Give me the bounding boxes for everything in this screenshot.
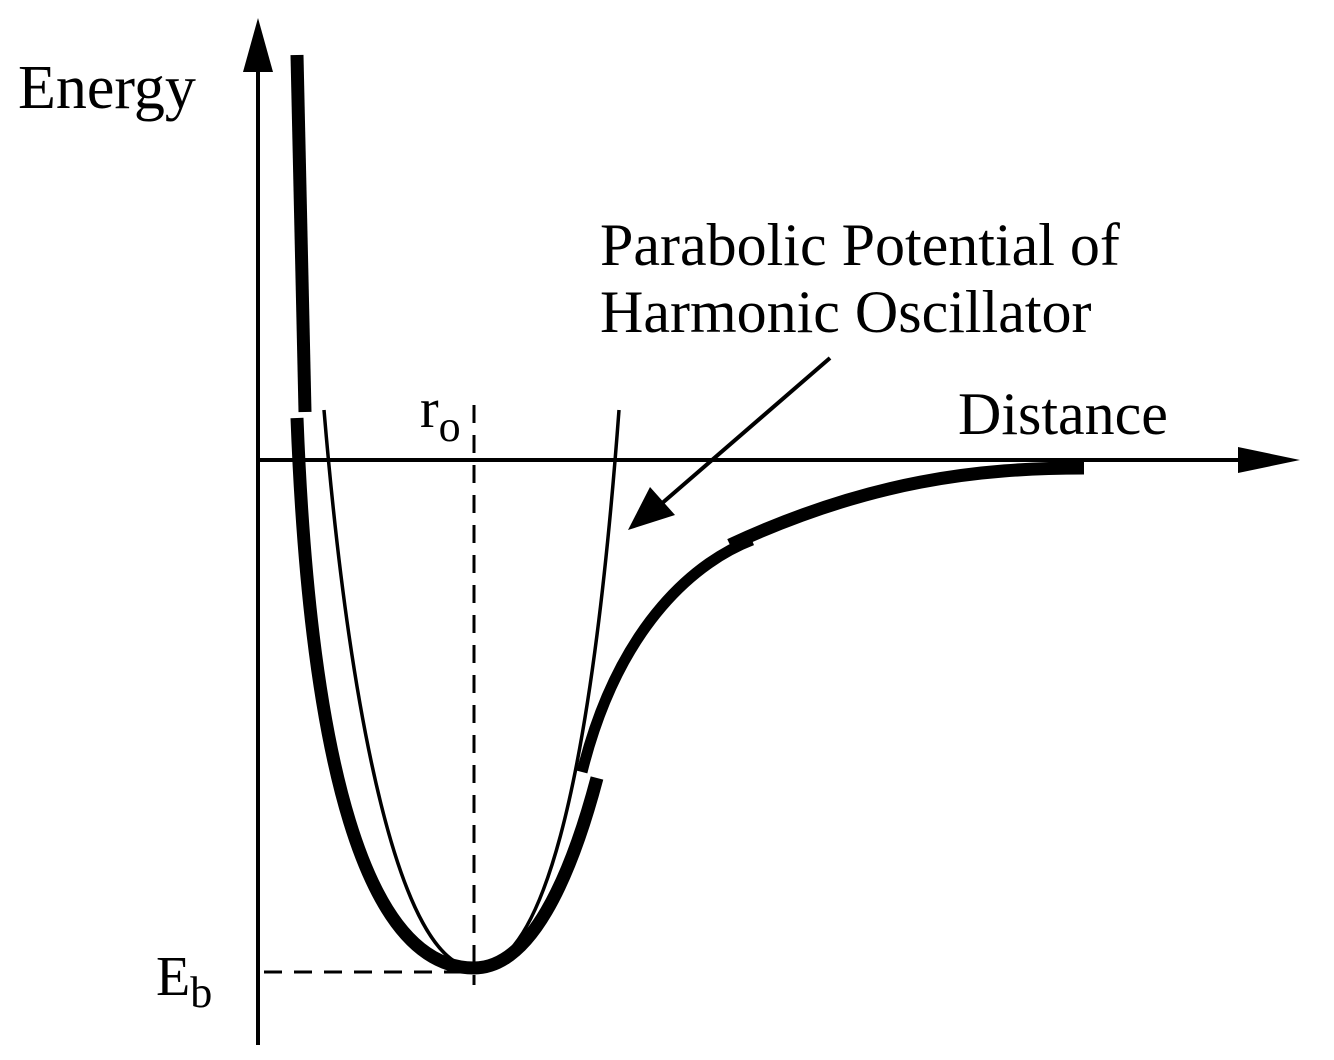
annotation-arrow-line bbox=[658, 356, 832, 507]
annotation-line-1: Parabolic Potential of bbox=[600, 212, 1120, 278]
y-axis-arrowhead bbox=[243, 18, 273, 72]
annotation-line-2: Harmonic Oscillator bbox=[600, 279, 1092, 345]
r0-label: ro bbox=[420, 378, 461, 451]
potential-curve-well bbox=[290, 417, 604, 975]
r0-label-subscript: o bbox=[439, 402, 461, 451]
eb-label: Eb bbox=[156, 946, 212, 1017]
potential-curve-repulsive-wall bbox=[290, 54, 312, 413]
x-axis-arrowhead bbox=[1238, 447, 1300, 473]
y-axis-label: Energy bbox=[18, 54, 196, 122]
potential-curve-attractive-tail bbox=[576, 534, 754, 774]
potential-curve-asymptote bbox=[727, 461, 1085, 551]
r0-label-main: r bbox=[420, 378, 439, 440]
x-axis-label: Distance bbox=[958, 381, 1168, 447]
eb-label-main: E bbox=[156, 946, 190, 1008]
annotation-arrowhead bbox=[628, 487, 675, 530]
eb-label-subscript: b bbox=[190, 968, 212, 1017]
